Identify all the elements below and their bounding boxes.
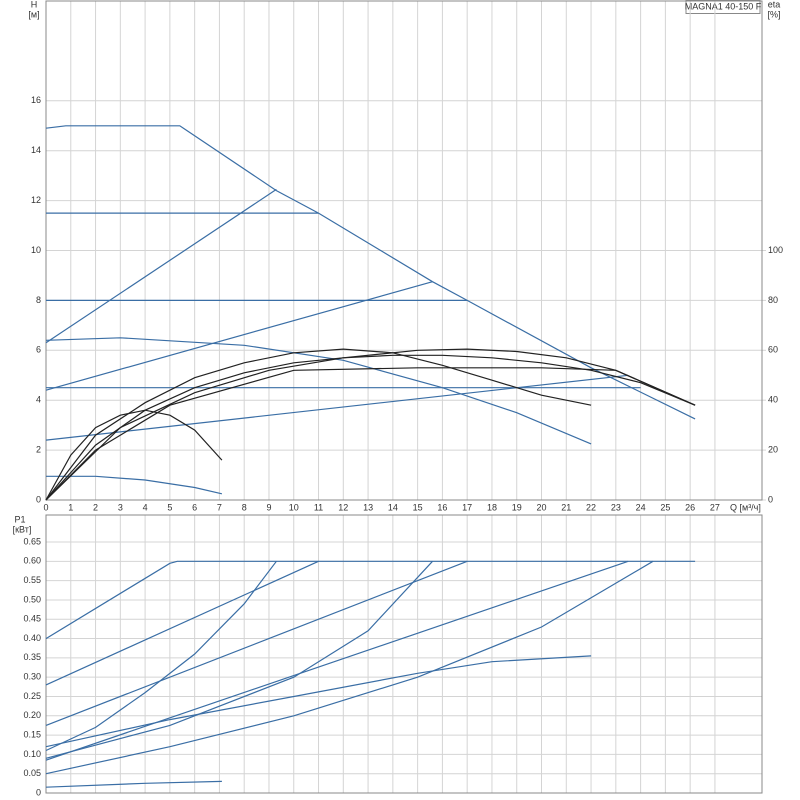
x-tick-label: 10 [289, 502, 299, 512]
x-label: Q [м³/ч] [730, 502, 761, 512]
x-tick-label: 7 [217, 502, 222, 512]
y2-tick-label: 0 [768, 494, 773, 504]
x-tick-label: 17 [462, 502, 472, 512]
y-tick-label: 0.45 [23, 614, 41, 624]
y-tick-label: 0.30 [23, 672, 41, 682]
y2-unit: [%] [767, 9, 780, 19]
x-tick-label: 23 [611, 502, 621, 512]
y-tick-label: 16 [31, 95, 41, 105]
y-unit: [м] [28, 9, 39, 19]
x-tick-label: 22 [586, 502, 596, 512]
x-tick-label: 4 [143, 502, 148, 512]
x-tick-label: 13 [363, 502, 373, 512]
x-tick-label: 12 [338, 502, 348, 512]
x-tick-label: 27 [710, 502, 720, 512]
y2-tick-label: 80 [768, 295, 778, 305]
curve [45, 560, 433, 759]
y-tick-label: 0.05 [23, 768, 41, 778]
curve [45, 560, 696, 640]
curve [45, 560, 654, 775]
y-tick-label: 0 [36, 494, 41, 504]
x-tick-label: 11 [314, 502, 323, 512]
y-tick-label: 0.20 [23, 710, 41, 720]
x-tick-label: 15 [413, 502, 423, 512]
y2-tick-label: 20 [768, 444, 778, 454]
curve [45, 560, 629, 761]
y2-tick-label: 40 [768, 395, 778, 405]
y-tick-label: 2 [36, 444, 41, 454]
y-tick-label: 0 [36, 787, 41, 797]
x-tick-label: 14 [388, 502, 398, 512]
x-tick-label: 19 [512, 502, 522, 512]
x-tick-label: 8 [242, 502, 247, 512]
curve [46, 475, 223, 495]
curve [45, 337, 592, 445]
curve [45, 560, 277, 752]
y-label: H [31, 0, 38, 9]
x-tick-label: 20 [536, 502, 546, 512]
y-tick-label: 14 [31, 145, 41, 155]
x-tick-label: 26 [685, 502, 695, 512]
x-tick-label: 6 [192, 502, 197, 512]
curve [45, 409, 223, 501]
x-tick-label: 3 [118, 502, 123, 512]
curve [45, 560, 319, 686]
curve [45, 125, 696, 420]
x-tick-label: 1 [68, 502, 73, 512]
curve [45, 780, 222, 788]
y-tick-label: 0.55 [23, 575, 41, 585]
x-tick-label: 5 [167, 502, 172, 512]
y-tick-label: 10 [31, 245, 41, 255]
y-tick-label: 0.50 [23, 594, 41, 604]
y-tick-label: 0.15 [23, 729, 41, 739]
y-tick-label: 8 [36, 295, 41, 305]
x-tick-label: 18 [487, 502, 497, 512]
y-tick-label: 0.25 [23, 691, 41, 701]
y-label: P1 [14, 514, 25, 524]
curve [45, 348, 696, 501]
y2-tick-label: 60 [768, 345, 778, 355]
x-tick-label: 25 [660, 502, 670, 512]
curve [45, 348, 592, 501]
curve [45, 281, 433, 391]
curve [45, 188, 277, 344]
x-tick-label: 0 [43, 502, 48, 512]
y-tick-label: 4 [36, 395, 41, 405]
y-tick-label: 0.35 [23, 652, 41, 662]
y-tick-label: 12 [31, 195, 41, 205]
x-tick-label: 21 [561, 502, 571, 512]
x-tick-label: 16 [437, 502, 447, 512]
curve [45, 560, 468, 726]
curve [45, 354, 696, 501]
y-tick-label: 0.65 [23, 536, 41, 546]
curve [45, 374, 629, 441]
x-tick-label: 2 [93, 502, 98, 512]
y-tick-label: 6 [36, 345, 41, 355]
x-tick-label: 9 [266, 502, 271, 512]
y2-label: eta [768, 0, 781, 9]
chart-title: MAGNA1 40-150 F [685, 1, 762, 11]
y-tick-label: 0.10 [23, 749, 41, 759]
plot-frame [45, 514, 763, 794]
y-unit: [кВт] [13, 524, 32, 534]
curve [45, 367, 696, 501]
y2-tick-label: 100 [768, 245, 783, 255]
curve [45, 655, 592, 748]
x-tick-label: 24 [636, 502, 646, 512]
y-tick-label: 0.60 [23, 556, 41, 566]
y-tick-label: 0.40 [23, 633, 41, 643]
plot-frame [45, 0, 763, 501]
